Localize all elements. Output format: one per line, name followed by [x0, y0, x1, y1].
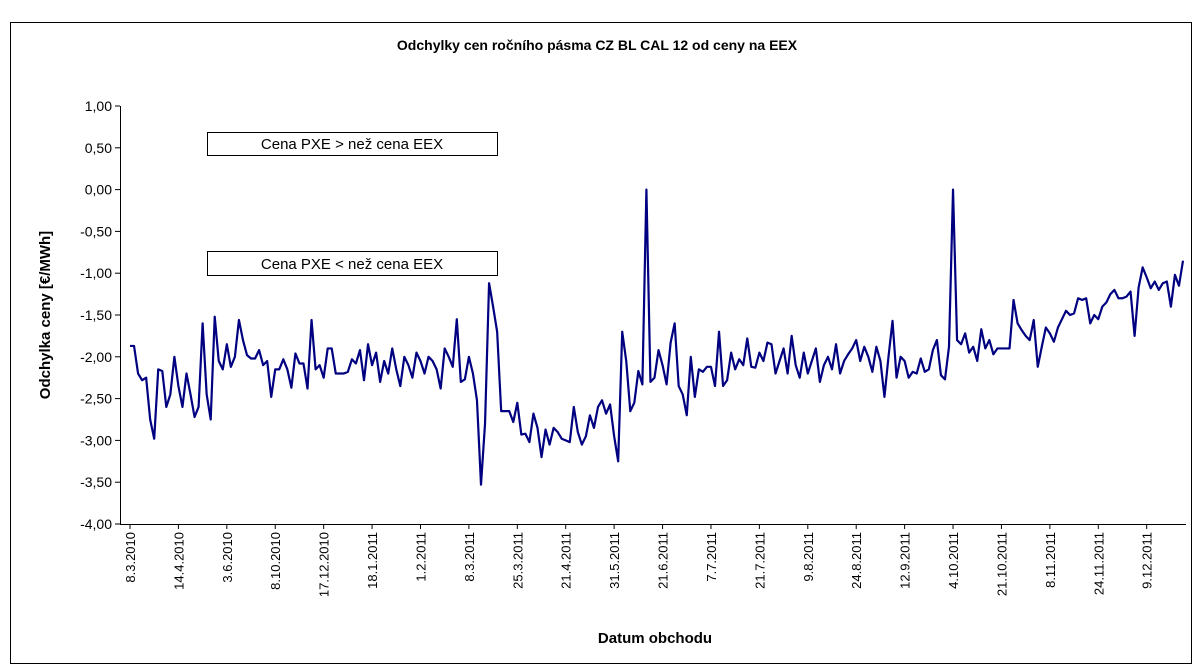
x-tick-label: 24.8.2011 [849, 532, 864, 589]
x-tick-label: 31.5.2011 [607, 532, 622, 589]
x-tick-label: 8.3.2010 [123, 532, 138, 583]
y-tick-label: -3,00 [80, 432, 112, 448]
x-tick-label: 9.8.2011 [801, 532, 816, 582]
y-tick-label: -2,00 [80, 349, 112, 365]
x-tick-label: 25.3.2011 [510, 532, 525, 589]
chart-frame [10, 22, 1192, 664]
x-tick-label: 14.4.2010 [171, 532, 186, 590]
chart-title: Odchylky cen ročního pásma CZ BL CAL 12 … [397, 37, 798, 53]
y-tick-label: -1,50 [80, 307, 112, 323]
x-tick-label: 7.7.2011 [704, 532, 719, 582]
x-tick-label: 8.10.2010 [268, 532, 283, 590]
x-tick-label: 8.11.2011 [1043, 532, 1058, 588]
y-tick-label: -1,00 [80, 265, 112, 281]
y-tick-label: 0,50 [85, 140, 112, 156]
y-tick-label: -2,50 [80, 391, 112, 407]
x-tick-label: 21.6.2011 [656, 532, 671, 589]
x-tick-label: 4.10.2011 [946, 532, 961, 589]
x-tick-label: 17.12.2010 [317, 532, 332, 597]
annotation-box [207, 251, 498, 276]
y-tick-label: -3,50 [80, 474, 112, 490]
x-axis-label: Datum obchodu [598, 630, 712, 647]
x-tick-label: 12.9.2011 [898, 532, 913, 589]
x-tick-label: 24.11.2011 [1091, 532, 1106, 595]
y-tick-label: 0,00 [85, 182, 112, 198]
x-tick-label: 8.3.2011 [462, 532, 477, 582]
y-axis-label: Odchylka ceny [€/MWh] [37, 231, 54, 399]
x-tick-label: 1.2.2011 [413, 532, 428, 582]
x-tick-label: 18.1.2011 [365, 532, 380, 589]
annotation: Cena PXE > než cena EEX [261, 136, 443, 153]
y-tick-label: -0,50 [80, 223, 112, 239]
line-series [130, 188, 1185, 486]
x-tick-label: 21.10.2011 [994, 532, 1009, 596]
x-tick-label: 9.12.2011 [1140, 532, 1155, 589]
annotation-box [207, 132, 498, 156]
annotation: Cena PXE < než cena EEX [261, 256, 443, 273]
x-tick-label: 21.4.2011 [559, 532, 574, 589]
y-tick-label: 1,00 [85, 98, 112, 114]
y-tick-label: -4,00 [80, 516, 112, 532]
x-tick-label: 21.7.2011 [752, 532, 767, 589]
x-tick-label: 3.6.2010 [220, 532, 235, 583]
